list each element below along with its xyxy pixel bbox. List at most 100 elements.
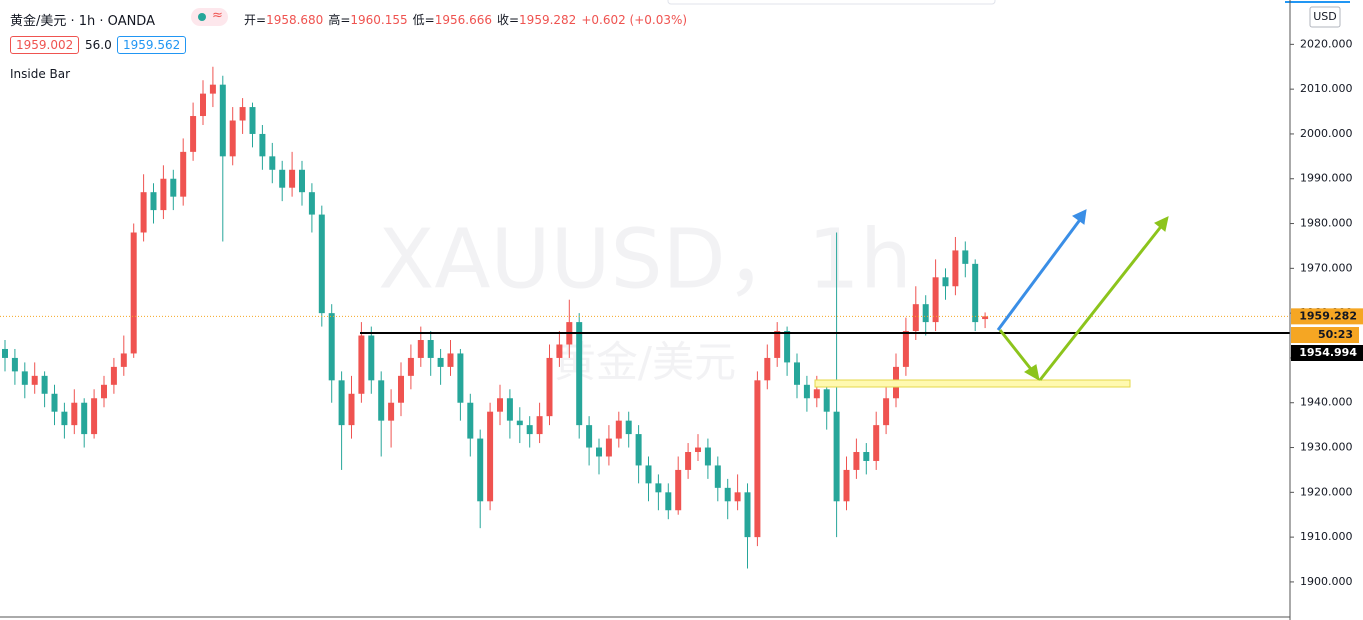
body: [833, 411, 840, 502]
y-tick-label: 1990.000: [1300, 172, 1353, 185]
body: [645, 465, 652, 484]
status-badge[interactable]: ≈: [191, 8, 228, 26]
body: [586, 425, 593, 448]
price-axis: 1900.000 1910.000 1920.000 1930.000 1940.000…: [1290, 37, 1363, 588]
body: [101, 384, 107, 399]
currency: USD: [1313, 10, 1337, 23]
body: [190, 116, 197, 152]
body: [71, 402, 78, 426]
body: [279, 169, 286, 188]
body: [883, 398, 890, 426]
body: [605, 438, 612, 457]
y-tick-label: 1910.000: [1300, 530, 1353, 543]
body: [318, 214, 325, 314]
body: [962, 250, 969, 264]
body: [863, 452, 870, 461]
body: [665, 492, 672, 511]
legend-value: 1959.282: [519, 13, 577, 27]
body: [130, 232, 137, 354]
body: [952, 250, 959, 287]
body: [774, 331, 781, 358]
ohlc-legend: 开=1958.680 高=1960.155 低=1956.666 收=1959.282…: [244, 11, 687, 28]
body: [813, 389, 820, 399]
body: [437, 357, 444, 367]
y-tick-label: 1920.000: [1300, 485, 1353, 498]
indicator: Inside Bar: [10, 67, 71, 81]
body: [180, 151, 187, 197]
body: [308, 192, 315, 215]
y-tick-label: 1970.000: [1300, 261, 1353, 274]
body: [81, 402, 88, 435]
body: [368, 335, 375, 381]
y-tick-label: 2000.000: [1300, 127, 1353, 140]
body: [378, 380, 385, 421]
ask[interactable]: 1959.562: [117, 36, 187, 54]
body: [120, 353, 127, 367]
body: [635, 434, 642, 466]
currency-button[interactable]: [1309, 6, 1341, 28]
y-tick-label: 1940.000: [1300, 396, 1353, 409]
body: [506, 398, 513, 421]
body: [675, 469, 682, 511]
legend-label: 高=: [328, 13, 351, 27]
body: [764, 357, 771, 381]
body: [902, 331, 909, 367]
body: [467, 402, 474, 439]
body: [477, 438, 484, 502]
y-tick-label: 1900.000: [1300, 575, 1353, 588]
price-tag: [1291, 345, 1363, 361]
body: [625, 420, 632, 435]
body: [150, 192, 157, 211]
legend-change: +0.602 (+0.03%): [581, 13, 688, 27]
bid[interactable]: 1959.002: [10, 36, 80, 54]
legend-label: 收=: [496, 13, 520, 27]
body: [200, 93, 206, 117]
body: [942, 277, 949, 287]
body: [31, 375, 38, 385]
body: [239, 107, 246, 121]
body: [21, 371, 28, 385]
body: [922, 304, 929, 323]
body: [427, 340, 434, 358]
body: [110, 366, 117, 385]
body: [596, 447, 602, 457]
legend-value: 1958.680: [266, 13, 324, 27]
toolbar: [667, 0, 996, 5]
watermark: XAUUSD，1h: [378, 212, 912, 307]
body: [447, 353, 454, 367]
price-tag-label: 50:23: [1318, 328, 1353, 341]
body: [794, 362, 800, 385]
watermark-sub: 黄金/美元: [554, 338, 736, 387]
y-tick-label: 2020.000: [1300, 37, 1353, 50]
body: [704, 447, 711, 466]
body: [655, 483, 662, 493]
body: [209, 84, 216, 94]
body: [744, 492, 751, 538]
body: [91, 398, 98, 435]
body: [417, 340, 424, 358]
legend-value: 1956.666: [434, 13, 492, 27]
body: [219, 84, 226, 157]
body: [338, 380, 345, 426]
body: [685, 452, 692, 470]
body: [734, 492, 741, 502]
body: [536, 416, 543, 435]
body: [982, 316, 989, 320]
body: [299, 169, 305, 193]
body: [41, 375, 48, 394]
price-tag-label: 1959.282: [1299, 309, 1357, 322]
body: [407, 357, 414, 376]
body: [556, 344, 563, 358]
body: [546, 357, 553, 417]
header: 黄金/美元 · 1h · OANDA ≈ 开=1958.680 高=1960.15…: [0, 0, 1290, 90]
body: [823, 389, 830, 412]
body: [724, 487, 731, 502]
zone: [814, 379, 1131, 388]
body: [249, 107, 256, 134]
y-tick-label: 1930.000: [1300, 441, 1353, 454]
price-tag-label: 1954.994: [1299, 346, 1357, 359]
plot: [0, 66, 1290, 569]
y-tick-label: 2010.000: [1300, 82, 1353, 95]
body: [358, 335, 365, 394]
legend-label: 低=: [412, 13, 435, 27]
